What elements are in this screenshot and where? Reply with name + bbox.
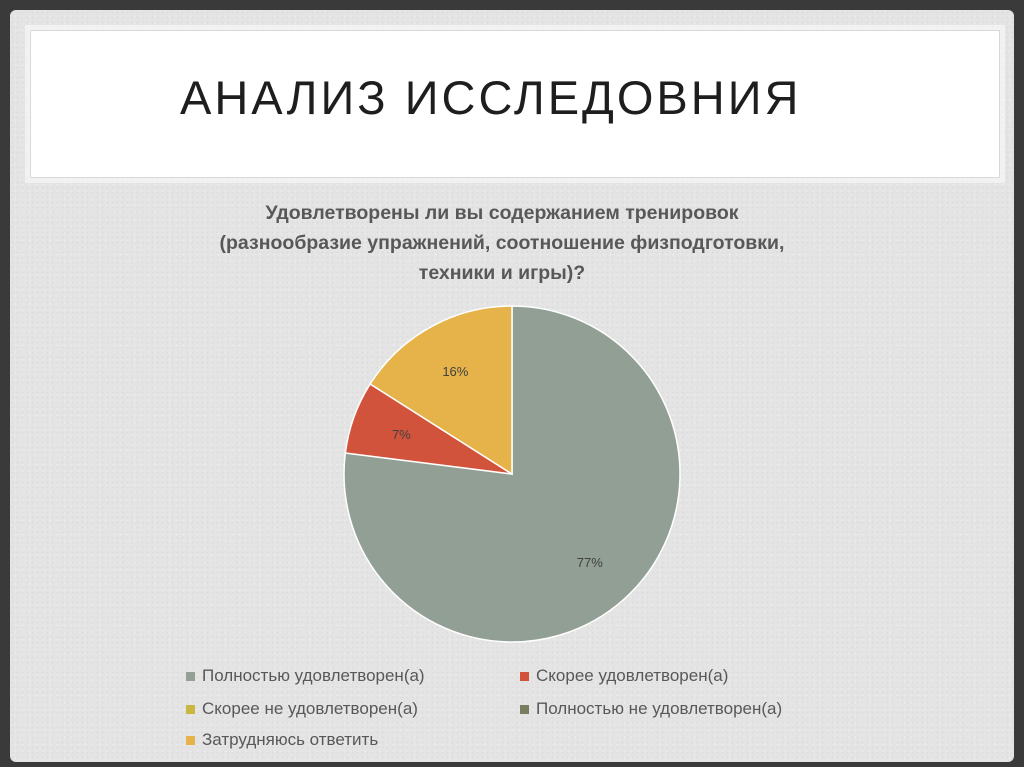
title-box xyxy=(30,30,1000,178)
legend-swatch-4 xyxy=(520,704,529,714)
legend-swatch-2 xyxy=(520,671,529,681)
legend-item-1: Полностью удовлетворен(а) xyxy=(186,666,425,686)
slide-title: АНАЛИЗ ИССЛЕДОВНИЯ xyxy=(180,71,802,124)
legend-item-4: Полностью не удовлетворен(а) xyxy=(520,699,782,719)
legend-swatch-3 xyxy=(186,704,195,714)
chart-title-line-2: (разнообразие упражнений, соотношение фи… xyxy=(219,232,785,254)
legend-label-3: Скорее не удовлетворен(а) xyxy=(202,699,418,718)
pie-slice-5 xyxy=(369,305,513,476)
pie-slice-1 xyxy=(343,305,681,643)
chart-title: Удовлетворены ли вы содержанием трениров… xyxy=(100,198,904,288)
pie-data-label-1: 77% xyxy=(577,555,603,570)
legend-label-1: Полностью удовлетворен(а) xyxy=(202,666,425,685)
chart-title-line-3: техники и игры)? xyxy=(418,262,586,284)
legend-swatch-5 xyxy=(186,735,195,745)
legend-label-5: Затрудняюсь ответить xyxy=(202,730,379,749)
legend-item-5: Затрудняюсь ответить xyxy=(186,730,378,750)
pie-data-label-2: 7% xyxy=(392,427,411,442)
chart-title-line-1: Удовлетворены ли вы содержанием трениров… xyxy=(265,202,739,224)
pie-data-labels: 77% 7% 16% xyxy=(392,364,603,570)
legend-label-2: Скорее удовлетворен(а) xyxy=(536,666,729,685)
legend-item-2: Скорее удовлетворен(а) xyxy=(520,666,728,686)
legend-item-3: Скорее не удовлетворен(а) xyxy=(186,699,418,719)
legend-label-4: Полностью не удовлетворен(а) xyxy=(536,699,783,718)
pie-data-label-5: 16% xyxy=(442,364,468,379)
pie-slices xyxy=(343,305,681,643)
legend-swatch-1 xyxy=(186,671,195,681)
